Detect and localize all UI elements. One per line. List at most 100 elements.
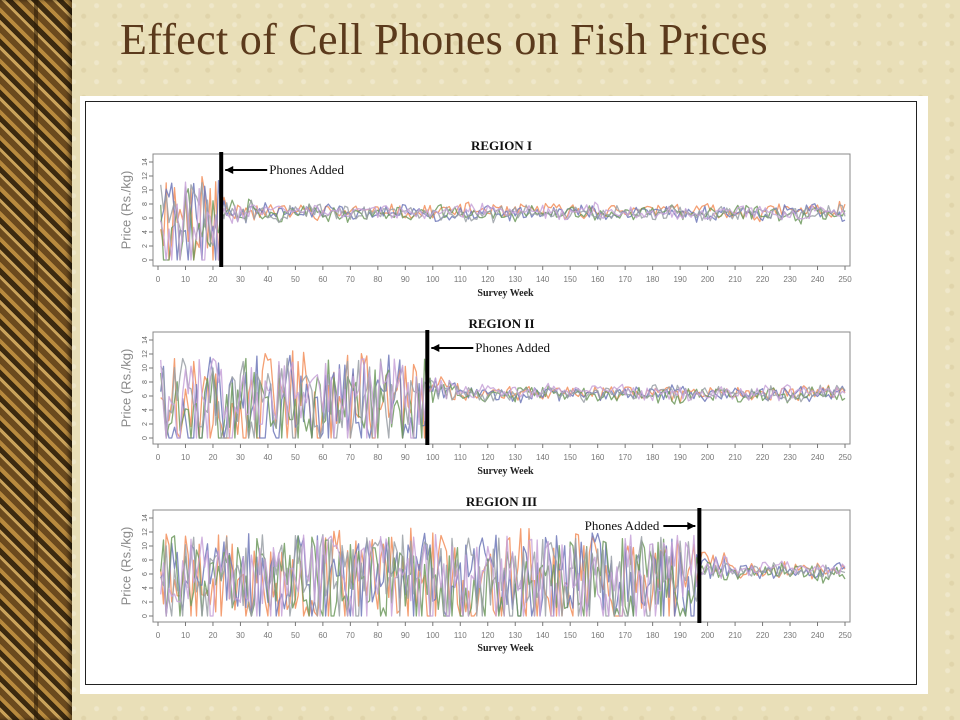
x-tick-label: 60 (318, 453, 327, 462)
x-tick-label: 220 (756, 453, 770, 462)
y-tick-label: 10 (142, 364, 149, 372)
x-tick-label: 210 (728, 453, 742, 462)
x-tick-label: 120 (481, 275, 495, 284)
y-tick-label: 12 (142, 528, 149, 536)
y-tick-label: 4 (142, 408, 149, 412)
x-tick-label: 130 (509, 453, 523, 462)
y-tick-label: 8 (142, 202, 149, 206)
y-tick-label: 2 (142, 244, 149, 248)
x-tick-label: 160 (591, 453, 605, 462)
x-tick-label: 40 (263, 631, 272, 640)
x-tick-label: 220 (756, 275, 770, 284)
x-axis-label: Survey Week (477, 288, 534, 299)
x-tick-label: 190 (673, 275, 687, 284)
y-tick-label: 6 (142, 572, 149, 576)
x-tick-label: 130 (509, 631, 523, 640)
x-tick-label: 190 (673, 453, 687, 462)
x-tick-label: 230 (783, 453, 797, 462)
x-tick-label: 200 (701, 275, 715, 284)
x-tick-label: 80 (373, 631, 382, 640)
x-tick-label: 50 (291, 631, 300, 640)
price-series-line (160, 181, 846, 261)
x-tick-label: 80 (373, 453, 382, 462)
x-tick-label: 110 (454, 453, 467, 462)
y-tick-label: 0 (142, 258, 149, 262)
x-tick-label: 70 (346, 275, 355, 284)
figure-panel: REGION I 0 2 4 6 8 10 12 14 Price (Rs./kg) 0 10 20 30… (80, 96, 928, 694)
x-tick-label: 200 (701, 453, 715, 462)
chart-region-3: REGION III 0 2 4 6 8 10 12 14 Price (Rs./kg) 0 10 20… (118, 494, 852, 654)
x-tick-label: 40 (263, 275, 272, 284)
figure-border (85, 101, 917, 685)
x-tick-label: 20 (209, 275, 218, 284)
x-tick-label: 30 (236, 275, 245, 284)
x-tick-label: 60 (318, 275, 327, 284)
x-tick-label: 120 (481, 453, 495, 462)
x-tick-label: 180 (646, 631, 660, 640)
x-tick-label: 100 (426, 453, 440, 462)
x-tick-label: 30 (236, 453, 245, 462)
x-tick-label: 180 (646, 275, 660, 284)
x-tick-label: 180 (646, 453, 660, 462)
x-tick-label: 50 (291, 453, 300, 462)
x-tick-label: 90 (401, 453, 410, 462)
x-tick-label: 40 (263, 453, 272, 462)
x-tick-label: 150 (564, 275, 578, 284)
x-tick-label: 140 (536, 453, 550, 462)
x-tick-label: 10 (181, 275, 190, 284)
y-axis-label: Price (Rs./kg) (118, 349, 133, 428)
x-tick-label: 240 (811, 453, 825, 462)
x-tick-label: 200 (701, 631, 715, 640)
y-tick-label: 6 (142, 216, 149, 220)
y-tick-label: 8 (142, 380, 149, 384)
x-tick-label: 150 (564, 453, 578, 462)
y-tick-label: 14 (142, 514, 149, 522)
x-tick-label: 100 (426, 631, 440, 640)
x-tick-label: 220 (756, 631, 770, 640)
x-tick-label: 240 (811, 631, 825, 640)
annotation-label: Phones Added (269, 162, 344, 177)
x-axis-label: Survey Week (477, 466, 534, 477)
y-axis-label: Price (Rs./kg) (118, 171, 133, 250)
x-tick-label: 210 (728, 275, 742, 284)
x-tick-label: 10 (181, 453, 190, 462)
price-series-line (160, 188, 846, 261)
x-tick-label: 50 (291, 275, 300, 284)
y-axis-label: Price (Rs./kg) (118, 527, 133, 606)
annotation-label: Phones Added (585, 518, 660, 533)
x-tick-label: 140 (536, 275, 550, 284)
chart-title: REGION II (468, 316, 534, 331)
x-tick-label: 210 (728, 631, 742, 640)
x-tick-label: 100 (426, 275, 440, 284)
y-tick-label: 2 (142, 422, 149, 426)
x-tick-label: 250 (838, 275, 852, 284)
y-tick-label: 10 (142, 186, 149, 194)
y-tick-label: 4 (142, 586, 149, 590)
x-tick-label: 250 (838, 453, 852, 462)
x-tick-label: 90 (401, 631, 410, 640)
x-tick-label: 0 (156, 275, 161, 284)
annotation-arrow-head (687, 522, 696, 530)
slide-title: Effect of Cell Phones on Fish Prices (120, 15, 768, 64)
x-tick-label: 130 (509, 275, 523, 284)
x-tick-label: 20 (209, 453, 218, 462)
y-tick-label: 10 (142, 542, 149, 550)
price-series-line (160, 357, 846, 439)
x-tick-label: 70 (346, 453, 355, 462)
x-tick-label: 0 (156, 453, 161, 462)
x-axis-label: Survey Week (477, 643, 534, 654)
chart-region-1: REGION I 0 2 4 6 8 10 12 14 Price (Rs./kg) 0 10 20 30… (118, 138, 852, 299)
x-tick-label: 30 (236, 631, 245, 640)
price-series-line (160, 182, 846, 261)
x-tick-label: 230 (783, 631, 797, 640)
x-tick-label: 70 (346, 631, 355, 640)
x-tick-label: 10 (181, 631, 190, 640)
x-tick-label: 120 (481, 631, 495, 640)
price-series-line (160, 533, 846, 617)
y-tick-label: 14 (142, 336, 149, 344)
chart-title: REGION III (466, 494, 537, 509)
y-tick-label: 4 (142, 230, 149, 234)
chart-title: REGION I (471, 138, 532, 153)
x-tick-label: 80 (373, 275, 382, 284)
